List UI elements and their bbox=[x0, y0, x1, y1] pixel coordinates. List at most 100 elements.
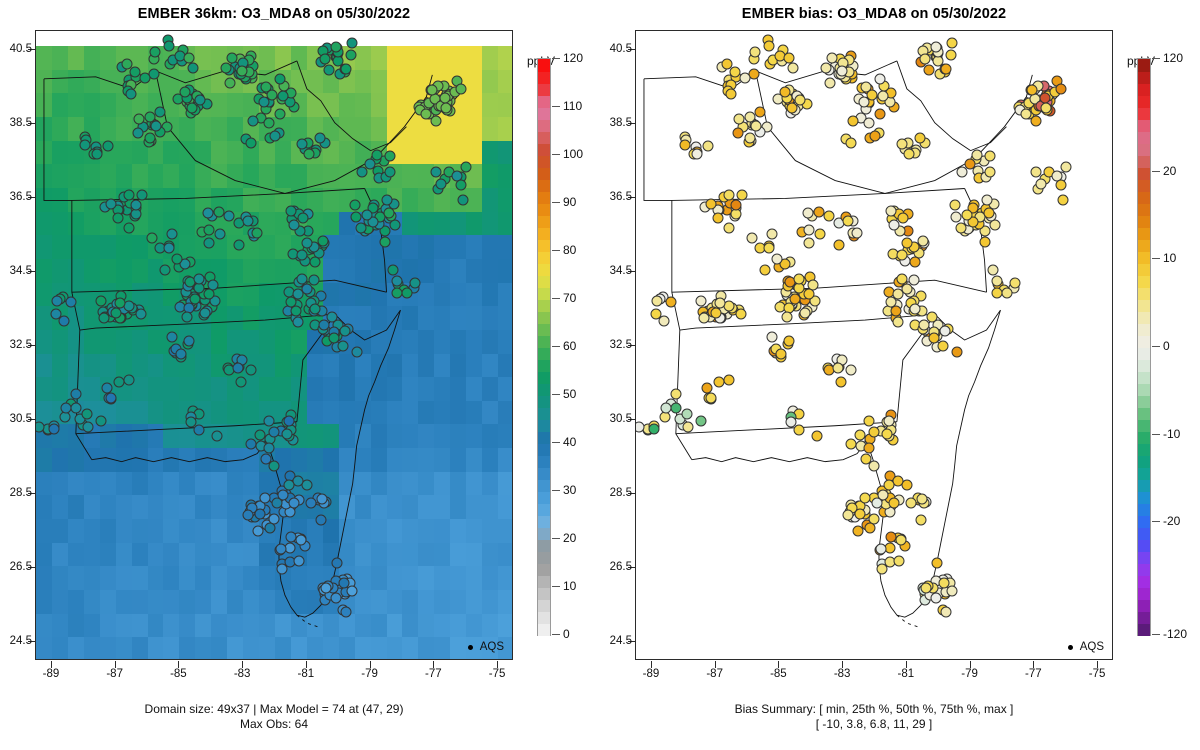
aqs-bias-marker bbox=[824, 77, 836, 89]
raster-cell bbox=[243, 187, 260, 213]
aqs-bias-marker bbox=[786, 102, 798, 114]
raster-cell bbox=[290, 329, 308, 354]
raster-cell bbox=[370, 46, 388, 71]
aqs-station-marker bbox=[91, 148, 102, 160]
raster-cell bbox=[306, 519, 324, 544]
raster-cell bbox=[243, 400, 260, 425]
raster-cell bbox=[211, 258, 228, 284]
aqs-bias-marker bbox=[670, 402, 682, 414]
raster-cell bbox=[466, 282, 483, 307]
raster-cell bbox=[466, 93, 483, 118]
aqs-bias-marker bbox=[1055, 83, 1067, 95]
aqs-station-marker bbox=[384, 150, 396, 162]
raster-cell bbox=[163, 164, 180, 189]
raster-cell bbox=[418, 448, 435, 473]
aqs-station-marker bbox=[254, 429, 266, 441]
raster-cell bbox=[498, 306, 512, 331]
raster-cell bbox=[36, 353, 53, 378]
colorbar-segment bbox=[1138, 191, 1150, 204]
aqs-bias-marker bbox=[705, 198, 717, 210]
y-tick-label: 26.5 bbox=[609, 561, 632, 574]
raster-cell bbox=[418, 400, 435, 425]
x-tick-mark bbox=[778, 661, 780, 668]
aqs-station-marker bbox=[264, 522, 276, 534]
raster-cell bbox=[179, 448, 196, 473]
raster-cell bbox=[306, 164, 324, 189]
aqs-station-marker bbox=[203, 288, 215, 300]
y-tick-label: 40.5 bbox=[609, 42, 632, 55]
raster-cell bbox=[115, 164, 133, 189]
aqs-bias-marker bbox=[881, 428, 893, 440]
aqs-station-marker bbox=[309, 256, 321, 268]
x-tick-mark bbox=[433, 661, 435, 668]
colorbar-segment bbox=[1138, 587, 1150, 600]
raster-cell bbox=[482, 235, 499, 260]
aqs-legend-label: AQS bbox=[479, 641, 504, 653]
aqs-bias-marker bbox=[735, 308, 747, 320]
y-tick-label: 34.5 bbox=[609, 264, 632, 277]
raster-cell bbox=[322, 448, 340, 473]
colorbar-segment bbox=[1138, 287, 1150, 300]
raster-cell bbox=[275, 377, 292, 402]
aqs-bias-marker bbox=[937, 340, 949, 352]
raster-cell bbox=[211, 69, 228, 94]
raster-row bbox=[36, 282, 512, 307]
aqs-station-marker bbox=[401, 287, 413, 299]
raster-cell bbox=[370, 495, 388, 520]
raster-cell bbox=[163, 448, 180, 473]
aqs-station-marker bbox=[211, 430, 223, 442]
colorbar-segment bbox=[538, 311, 550, 324]
colorbar-segment bbox=[1138, 467, 1150, 480]
colorbar-segment bbox=[1138, 95, 1150, 108]
colorbar-segment bbox=[1138, 563, 1150, 576]
colorbar-tick-label: 70 bbox=[563, 291, 577, 305]
aqs-station-marker bbox=[199, 307, 211, 319]
raster-cell bbox=[259, 140, 276, 165]
aqs-station-marker bbox=[355, 222, 367, 234]
raster-cell bbox=[115, 140, 133, 165]
aqs-station-marker bbox=[123, 189, 135, 201]
aqs-bias-marker bbox=[793, 424, 805, 436]
colorbar-segment bbox=[538, 623, 550, 636]
aqs-bias-marker bbox=[863, 415, 875, 427]
aqs-bias-marker bbox=[874, 73, 886, 85]
x-tick-label: -85 bbox=[770, 668, 787, 680]
raster-row bbox=[36, 377, 512, 402]
aqs-bias-marker bbox=[803, 288, 815, 300]
y-tick-label: 30.5 bbox=[609, 413, 632, 426]
aqs-bias-marker bbox=[901, 237, 913, 249]
raster-cell bbox=[115, 495, 133, 520]
raster-cell bbox=[36, 282, 53, 307]
raster-cell bbox=[67, 471, 85, 496]
raster-cell bbox=[259, 211, 276, 236]
right-footer-line1: Bias Summary: [ min, 25th %, 50th %, 75t… bbox=[734, 702, 1014, 716]
aqs-bias-marker bbox=[858, 96, 870, 108]
raster-cell bbox=[131, 282, 149, 307]
raster-row bbox=[36, 400, 512, 425]
x-tick-label: -79 bbox=[361, 668, 378, 680]
colorbar-segment bbox=[1138, 275, 1150, 288]
raster-cell bbox=[163, 519, 180, 544]
raster-cell bbox=[243, 164, 260, 189]
x-tick-label: -87 bbox=[706, 668, 723, 680]
raster-row bbox=[36, 140, 512, 165]
raster-cell bbox=[418, 187, 435, 213]
aqs-bias-marker bbox=[946, 585, 958, 597]
raster-cell bbox=[147, 448, 164, 473]
raster-cell bbox=[466, 471, 483, 496]
raster-cell bbox=[243, 471, 260, 496]
raster-cell bbox=[322, 211, 340, 236]
aqs-bias-marker bbox=[813, 206, 825, 218]
aqs-bias-marker bbox=[783, 52, 795, 64]
aqs-bias-marker bbox=[877, 90, 889, 102]
aqs-bias-marker bbox=[851, 227, 863, 239]
raster-cell bbox=[163, 471, 180, 496]
raster-cell bbox=[83, 164, 101, 189]
raster-cell bbox=[354, 306, 372, 331]
raster-cell bbox=[83, 93, 101, 118]
colorbar-tick-mark bbox=[1152, 258, 1160, 260]
aqs-bias-marker bbox=[750, 120, 762, 132]
colorbar-segment bbox=[538, 155, 550, 168]
aqs-bias-marker bbox=[787, 62, 798, 74]
